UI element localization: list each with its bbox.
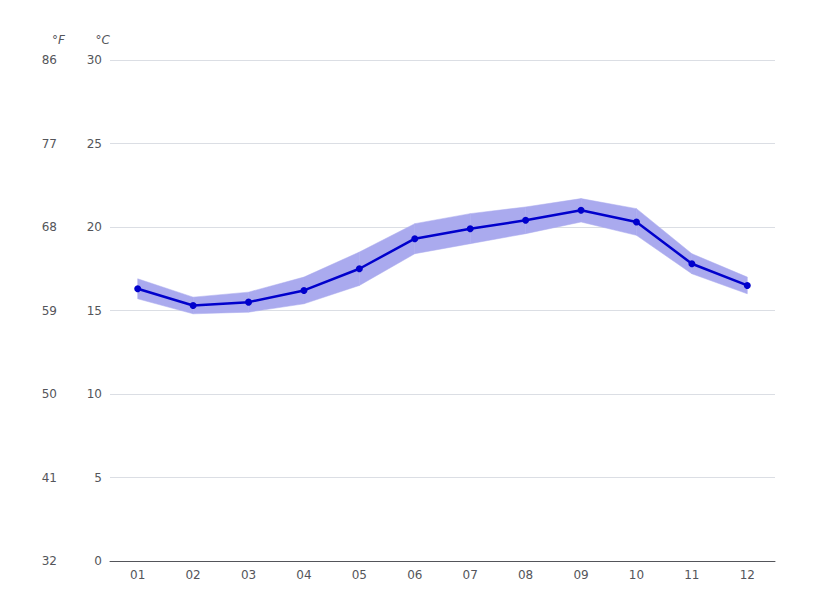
svg-text:07: 07 xyxy=(463,568,478,582)
svg-text:11: 11 xyxy=(684,568,699,582)
svg-text:59: 59 xyxy=(42,304,57,318)
svg-text:°F: °F xyxy=(52,33,66,47)
svg-text:05: 05 xyxy=(352,568,367,582)
svg-text:10: 10 xyxy=(87,387,102,401)
svg-text:04: 04 xyxy=(296,568,311,582)
svg-text:20: 20 xyxy=(87,220,102,234)
svg-text:77: 77 xyxy=(42,137,57,151)
svg-text:12: 12 xyxy=(740,568,755,582)
svg-text:0: 0 xyxy=(94,554,102,568)
svg-text:25: 25 xyxy=(87,137,102,151)
svg-text:15: 15 xyxy=(87,304,102,318)
svg-text:68: 68 xyxy=(42,220,57,234)
svg-text:32: 32 xyxy=(42,554,57,568)
svg-text:09: 09 xyxy=(573,568,588,582)
svg-text:01: 01 xyxy=(130,568,145,582)
svg-text:06: 06 xyxy=(407,568,422,582)
svg-text:°C: °C xyxy=(96,33,111,47)
svg-text:41: 41 xyxy=(42,471,57,485)
svg-text:08: 08 xyxy=(518,568,533,582)
svg-text:30: 30 xyxy=(87,53,102,67)
svg-text:03: 03 xyxy=(241,568,256,582)
svg-text:10: 10 xyxy=(629,568,644,582)
svg-text:5: 5 xyxy=(94,471,102,485)
svg-text:02: 02 xyxy=(185,568,200,582)
svg-text:86: 86 xyxy=(42,53,57,67)
svg-text:50: 50 xyxy=(42,387,57,401)
